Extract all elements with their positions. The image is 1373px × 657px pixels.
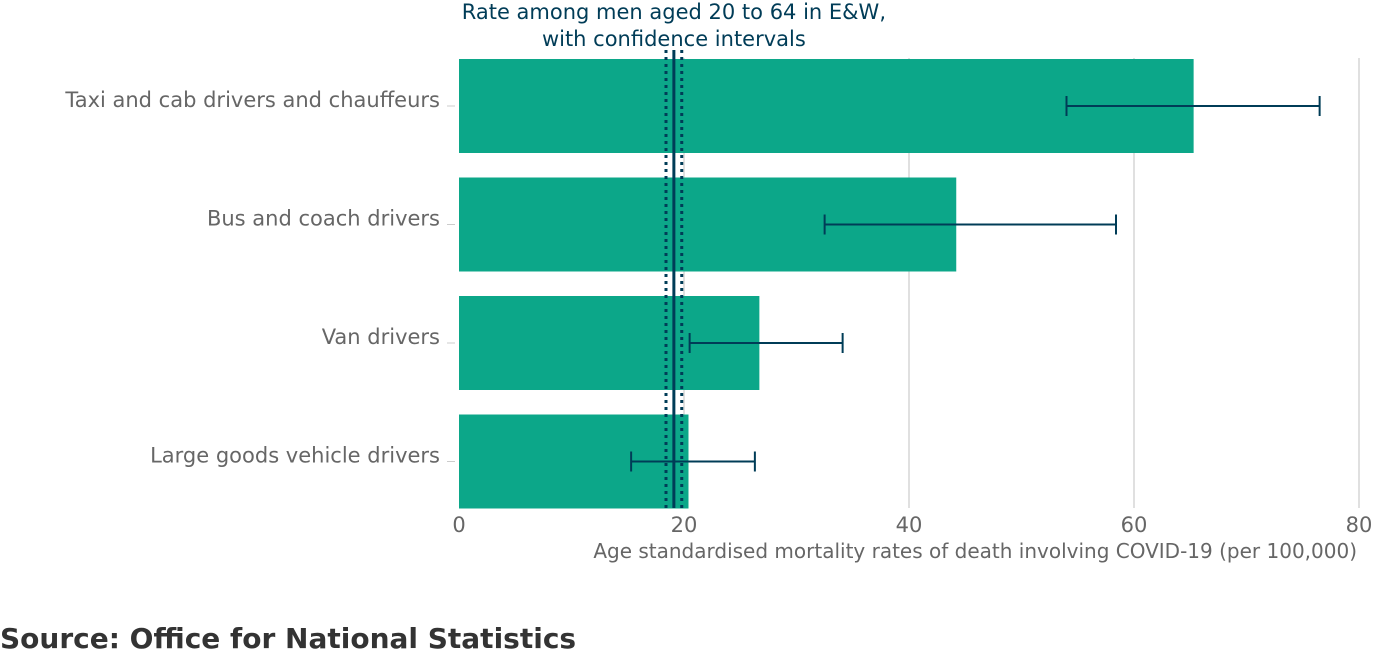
x-tick-label-80: 80 bbox=[1346, 513, 1373, 537]
category-label-3: Large goods vehicle drivers bbox=[150, 444, 440, 468]
bars bbox=[459, 59, 1194, 509]
reference-line-group: Rate among men aged 20 to 64 in E&W, with… bbox=[462, 0, 886, 508]
category-label-1: Bus and coach drivers bbox=[207, 207, 440, 231]
error-bars bbox=[630, 96, 1321, 472]
category-label-0: Taxi and cab drivers and chauffeurs bbox=[64, 88, 440, 112]
x-tick-label-60: 60 bbox=[1121, 513, 1148, 537]
x-axis-title: Age standardised mortality rates of deat… bbox=[593, 539, 1357, 563]
x-tick-label-0: 0 bbox=[452, 513, 465, 537]
bar-chart: Taxi and cab drivers and chauffeurs Bus a… bbox=[64, 0, 1372, 563]
category-label-2: Van drivers bbox=[322, 325, 440, 349]
category-labels: Taxi and cab drivers and chauffeurs Bus a… bbox=[64, 88, 455, 468]
x-tick-label-20: 20 bbox=[671, 513, 698, 537]
reference-label-line-0: Rate among men aged 20 to 64 in E&W, bbox=[462, 0, 886, 24]
x-tick-labels: 0 20 40 60 80 bbox=[452, 513, 1372, 537]
source-note: Source: Office for National Statistics bbox=[0, 622, 577, 655]
reference-label-line-1: with confidence intervals bbox=[542, 27, 806, 51]
x-tick-label-40: 40 bbox=[896, 513, 923, 537]
